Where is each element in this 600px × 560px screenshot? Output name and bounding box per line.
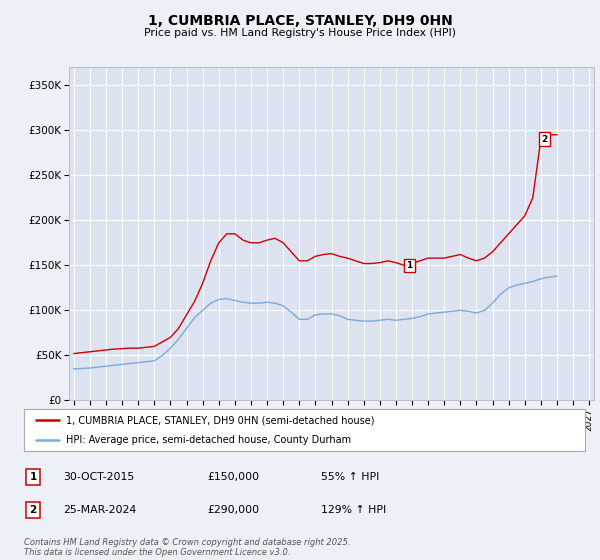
Text: HPI: Average price, semi-detached house, County Durham: HPI: Average price, semi-detached house,…	[66, 435, 351, 445]
Text: 30-OCT-2015: 30-OCT-2015	[63, 472, 134, 482]
Text: 1: 1	[406, 261, 412, 270]
Text: 55% ↑ HPI: 55% ↑ HPI	[321, 472, 379, 482]
Text: Contains HM Land Registry data © Crown copyright and database right 2025.
This d: Contains HM Land Registry data © Crown c…	[24, 538, 350, 557]
Text: £290,000: £290,000	[207, 505, 259, 515]
Text: 1, CUMBRIA PLACE, STANLEY, DH9 0HN (semi-detached house): 1, CUMBRIA PLACE, STANLEY, DH9 0HN (semi…	[66, 415, 374, 425]
Text: 2: 2	[29, 505, 37, 515]
Text: 1, CUMBRIA PLACE, STANLEY, DH9 0HN: 1, CUMBRIA PLACE, STANLEY, DH9 0HN	[148, 14, 452, 28]
Text: 25-MAR-2024: 25-MAR-2024	[63, 505, 136, 515]
Text: 2: 2	[541, 135, 548, 144]
Text: £150,000: £150,000	[207, 472, 259, 482]
Text: 1: 1	[29, 472, 37, 482]
Text: Price paid vs. HM Land Registry's House Price Index (HPI): Price paid vs. HM Land Registry's House …	[144, 28, 456, 38]
Text: 129% ↑ HPI: 129% ↑ HPI	[321, 505, 386, 515]
